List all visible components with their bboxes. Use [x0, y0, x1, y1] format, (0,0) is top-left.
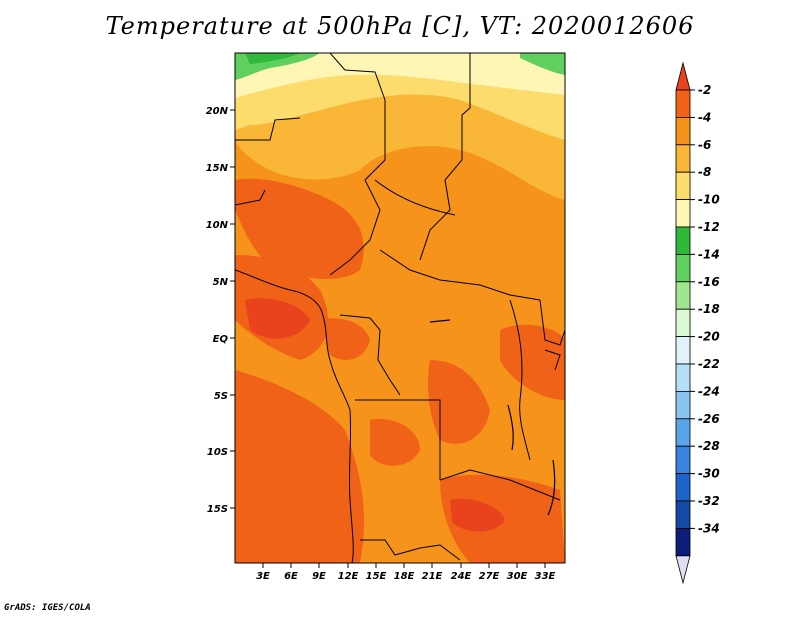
colorbar-label: -8	[698, 165, 711, 179]
colorbar-label: -24	[698, 384, 720, 398]
lon-ticks	[262, 563, 546, 568]
lon-label-3e: 3E	[256, 571, 270, 582]
colorbar-labels: -2 -4 -6 -8 -10 -12 -14 -16 -18 -20 -22 -24 -26 -28 -3…	[698, 83, 720, 535]
lon-label-33e: 33E	[535, 571, 556, 582]
colorbar-swatch	[675, 171, 691, 200]
lat-label-5s: 5S	[214, 391, 228, 402]
colorbar-label: -22	[698, 357, 720, 371]
lon-label-30e: 30E	[507, 571, 528, 582]
lon-labels: 3E 6E 9E 12E 15E 18E 21E 24E 27E 30E 33E	[256, 571, 555, 582]
map-frame	[234, 52, 566, 564]
lat-label-20n: 20N	[206, 106, 229, 117]
lon-label-24e: 24E	[451, 571, 472, 582]
colorbar-label: -16	[698, 275, 720, 289]
lat-labels: 20N 15N 10N 5N EQ 5S 10S 15S	[206, 106, 229, 515]
grads-credit: GrADS: IGES/COLA	[4, 603, 91, 613]
colorbar-label: -14	[698, 247, 720, 261]
colorbar-swatch	[675, 117, 691, 146]
colorbar-label: -4	[698, 110, 711, 124]
colorbar-swatch	[675, 226, 691, 255]
lon-label-6e: 6E	[284, 571, 298, 582]
colorbar-label: -34	[698, 521, 720, 535]
lon-label-15e: 15E	[366, 571, 387, 582]
colorbar-label: -20	[698, 330, 720, 344]
country-borders	[235, 53, 565, 563]
colorbar-label: -28	[698, 439, 720, 453]
lat-label-eq: EQ	[213, 334, 229, 345]
colorbar-label: -30	[698, 467, 720, 481]
lon-label-12e: 12E	[338, 571, 359, 582]
lat-label-15s: 15S	[207, 504, 228, 515]
lon-label-18e: 18E	[394, 571, 415, 582]
colorbar-swatch	[675, 473, 691, 502]
colorbar-swatch	[675, 390, 691, 420]
colorbar-label: -12	[698, 220, 720, 234]
colorbar-swatch	[675, 445, 691, 475]
colorbar-arrow-top	[675, 61, 691, 91]
map-title: Temperature at 500hPa [C], VT: 202001260…	[105, 12, 695, 40]
colorbar-swatch	[675, 89, 691, 118]
colorbar	[675, 61, 695, 585]
lat-ticks	[230, 109, 235, 509]
colorbar-label: -2	[698, 83, 711, 97]
colorbar-swatch	[675, 281, 691, 310]
lon-label-21e: 21E	[422, 571, 443, 582]
colorbar-swatch	[675, 418, 691, 447]
colorbar-swatch	[675, 363, 691, 392]
colorbar-label: -26	[698, 412, 720, 426]
lon-label-9e: 9E	[312, 571, 326, 582]
colorbar-swatch	[675, 528, 691, 557]
lat-label-10n: 10N	[206, 220, 229, 231]
colorbar-swatch	[675, 144, 691, 173]
lat-label-10s: 10S	[207, 447, 228, 458]
colorbar-swatch	[675, 253, 691, 283]
colorbar-arrow-bottom	[675, 555, 691, 585]
colorbar-swatch	[675, 308, 691, 338]
lat-label-15n: 15N	[206, 163, 229, 174]
colorbar-label: -32	[698, 494, 720, 508]
lon-label-27e: 27E	[479, 571, 500, 582]
lat-label-5n: 5N	[213, 277, 229, 288]
colorbar-swatch	[675, 199, 691, 228]
temperature-field	[235, 53, 565, 563]
colorbar-label: -6	[698, 138, 711, 152]
colorbar-swatch	[675, 500, 691, 529]
colorbar-label: -10	[698, 193, 720, 207]
colorbar-swatch	[675, 336, 691, 365]
lakes	[429, 319, 556, 516]
colorbar-label: -18	[698, 302, 720, 316]
